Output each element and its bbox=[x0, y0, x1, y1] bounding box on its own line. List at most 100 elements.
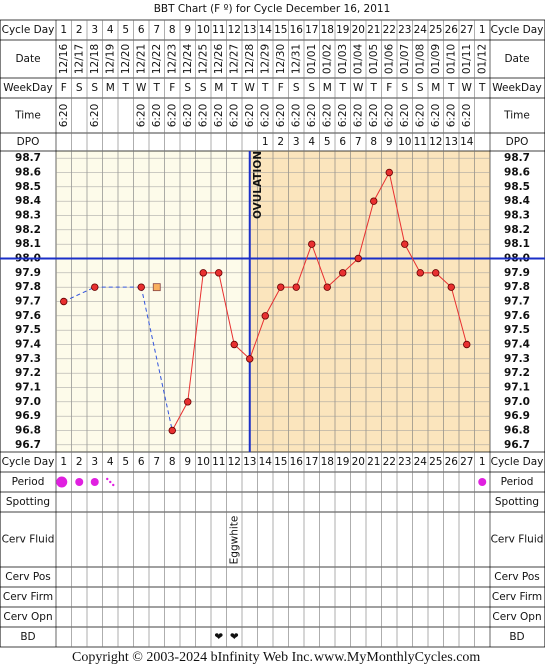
temp-line bbox=[373, 172, 390, 202]
cycle_day-cell: 6 bbox=[138, 24, 145, 36]
temp-point bbox=[168, 426, 176, 435]
date-cell: 12/30 bbox=[275, 44, 287, 74]
temp-point bbox=[215, 269, 223, 277]
y-tick-label: 97.8 bbox=[15, 281, 41, 293]
time-cell: 6:20 bbox=[151, 104, 163, 128]
cycle_day-cell: 21 bbox=[367, 24, 380, 36]
temp-point bbox=[463, 340, 471, 349]
time-cell: 6:20 bbox=[166, 104, 178, 128]
row-label: WeekDay bbox=[3, 82, 53, 94]
temp-point bbox=[277, 283, 285, 291]
ovulation-label: OVULATION bbox=[252, 151, 264, 219]
date-cell: 12/24 bbox=[182, 44, 194, 75]
row-label: Cerv Pos bbox=[494, 571, 540, 583]
date-cell: 01/10 bbox=[445, 44, 457, 74]
date-cell: 12/26 bbox=[213, 44, 225, 75]
time-cell: 6:20 bbox=[337, 104, 349, 128]
temp-point bbox=[199, 269, 207, 277]
y-tick-label: 98.6 bbox=[15, 167, 41, 179]
y-tick-label: 98.7 bbox=[504, 152, 530, 164]
dpo-cell: 12 bbox=[429, 136, 442, 148]
dpo-cell: 8 bbox=[370, 136, 377, 148]
temp-line bbox=[450, 287, 468, 345]
y-tick-label: 97.0 bbox=[504, 396, 530, 408]
weekday-cell: F bbox=[169, 82, 175, 94]
row-label: WeekDay bbox=[492, 82, 542, 94]
time-cell: 6:20 bbox=[182, 104, 194, 128]
date-cell: 01/01 bbox=[306, 44, 318, 74]
cycle_day-cell: 15 bbox=[274, 24, 287, 36]
row-label: Cerv Firm bbox=[492, 591, 542, 603]
date-cell: 12/19 bbox=[104, 44, 116, 74]
date-cell: 01/09 bbox=[430, 44, 442, 74]
weekday-cell: T bbox=[230, 82, 238, 94]
temp-point bbox=[261, 312, 269, 320]
cycle_day-cell: 4 bbox=[107, 24, 114, 36]
temp-point bbox=[339, 269, 347, 277]
y-tick-label: 97.8 bbox=[504, 281, 530, 293]
cycle_day-cell: 18 bbox=[321, 24, 334, 36]
time-cell: 6:20 bbox=[58, 104, 70, 128]
time-cell: 6:20 bbox=[228, 104, 240, 128]
temp-point bbox=[323, 283, 331, 291]
temp-point bbox=[91, 283, 99, 291]
row-label: Cerv Pos bbox=[5, 571, 51, 583]
bd-heart: ❤ bbox=[230, 631, 239, 643]
dpo-cell: 6 bbox=[339, 136, 346, 148]
y-tick-label: 96.8 bbox=[15, 425, 41, 437]
cycle_day-cell: 9 bbox=[184, 24, 191, 36]
row-label: BD bbox=[20, 631, 35, 643]
date-cell: 12/31 bbox=[290, 44, 302, 74]
y-tick-label: 97.3 bbox=[504, 353, 530, 365]
row-label: BD bbox=[509, 631, 524, 643]
cycle_day-cell: 26 bbox=[445, 24, 459, 36]
cycle_day-cell: 2 bbox=[76, 24, 83, 36]
row-label: Spotting bbox=[6, 496, 50, 508]
cycle_day-cell: 19 bbox=[336, 456, 349, 468]
weekday-cell: T bbox=[370, 82, 378, 94]
temp-bridge bbox=[140, 287, 173, 431]
row-label: Cerv Fluid bbox=[491, 534, 544, 546]
date-cell: 01/08 bbox=[414, 44, 426, 74]
y-tick-label: 96.9 bbox=[15, 410, 41, 422]
temp-point bbox=[432, 269, 440, 277]
temp-point bbox=[447, 283, 455, 291]
cycle_day-cell: 8 bbox=[169, 456, 176, 468]
cycle_day-cell: 10 bbox=[197, 456, 210, 468]
time-cell: 6:20 bbox=[244, 104, 256, 128]
temp-point bbox=[246, 355, 254, 363]
weekday-cell: F bbox=[278, 82, 284, 94]
time-cell: 6:20 bbox=[197, 104, 209, 128]
date-cell: 12/21 bbox=[135, 44, 147, 74]
cycle_day-cell: 2 bbox=[76, 456, 83, 468]
site-link[interactable]: www.MyMonthlyCycles.com bbox=[314, 650, 480, 665]
temp-line bbox=[218, 272, 235, 345]
date-cell: 01/07 bbox=[399, 44, 411, 74]
temp-bridge bbox=[63, 286, 95, 302]
row-label: Cycle Day bbox=[491, 24, 544, 36]
temp-line bbox=[264, 286, 282, 317]
cycle_day-cell: 12 bbox=[228, 456, 241, 468]
row-label: Cycle Day bbox=[2, 24, 55, 36]
date-cell: 12/18 bbox=[89, 44, 101, 74]
period-dot bbox=[478, 478, 487, 486]
time-cell: 6:20 bbox=[352, 104, 364, 128]
dpo-cell: 2 bbox=[277, 136, 284, 148]
date-cell: 01/03 bbox=[337, 44, 349, 74]
cycle_day-cell: 22 bbox=[383, 456, 396, 468]
row-label: Cerv Opn bbox=[3, 611, 52, 623]
date-cell: 01/06 bbox=[383, 44, 395, 75]
weekday-cell: F bbox=[61, 82, 67, 94]
date-cell: 01/04 bbox=[352, 44, 364, 75]
cycle_day-cell: 14 bbox=[259, 456, 273, 468]
row-label: DPO bbox=[506, 136, 529, 148]
y-tick-label: 97.6 bbox=[15, 310, 41, 322]
cycle_day-cell: 25 bbox=[429, 24, 442, 36]
row-label: Period bbox=[501, 476, 534, 488]
cycle_day-cell: 7 bbox=[153, 456, 160, 468]
y-tick-label: 98.2 bbox=[15, 224, 41, 236]
cycle_day-cell: 16 bbox=[290, 24, 304, 36]
bd-heart: ❤ bbox=[214, 631, 223, 643]
row-label: Date bbox=[15, 53, 40, 65]
weekday-cell: S bbox=[417, 82, 424, 94]
